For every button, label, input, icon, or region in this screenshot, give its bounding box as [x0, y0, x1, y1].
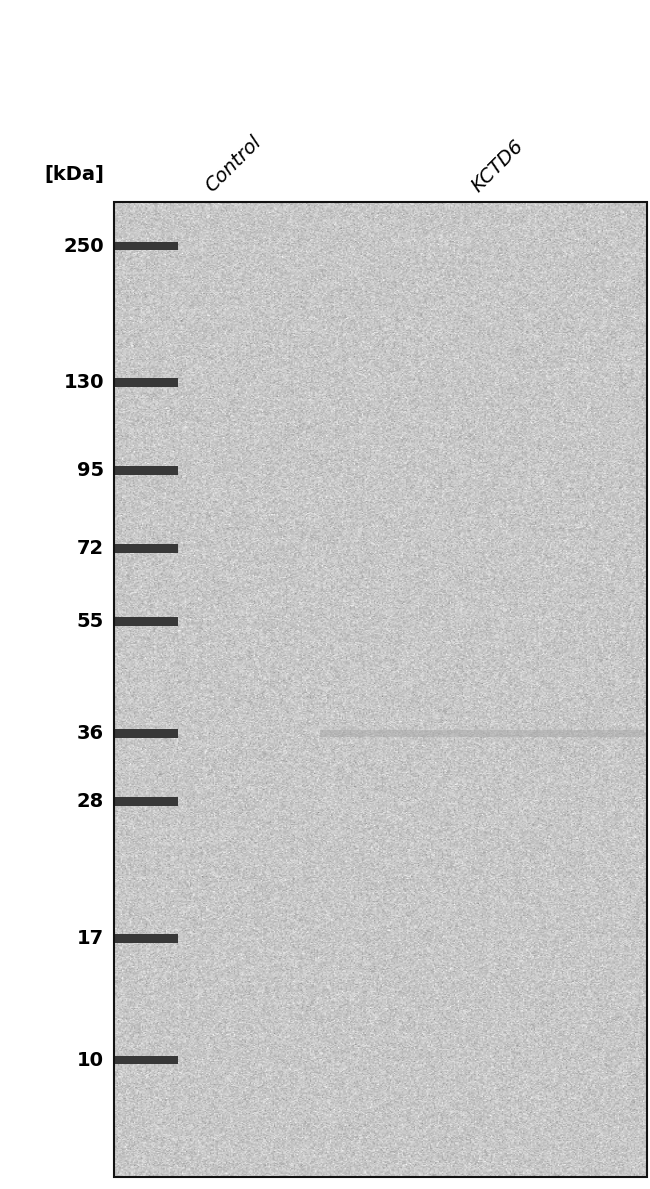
Text: 130: 130 [64, 373, 104, 392]
Bar [114, 202, 647, 1177]
Bar [114, 933, 177, 943]
Text: 72: 72 [77, 539, 104, 558]
Bar [114, 466, 177, 474]
Bar [114, 543, 177, 553]
Text: 250: 250 [63, 237, 104, 256]
Bar [320, 730, 644, 737]
Bar [114, 617, 177, 625]
Text: 10: 10 [77, 1051, 104, 1070]
Bar [114, 798, 177, 806]
Text: KCTD6: KCTD6 [468, 137, 528, 196]
Text: 17: 17 [77, 929, 104, 948]
Bar [114, 729, 177, 738]
Text: 36: 36 [77, 724, 104, 743]
Bar [114, 241, 177, 251]
Bar [114, 1056, 177, 1064]
Text: Control: Control [202, 133, 265, 196]
Text: 95: 95 [77, 461, 104, 479]
Text: [kDa]: [kDa] [44, 165, 104, 184]
Text: 28: 28 [77, 792, 104, 811]
Text: 55: 55 [77, 612, 104, 631]
Bar [114, 378, 177, 386]
